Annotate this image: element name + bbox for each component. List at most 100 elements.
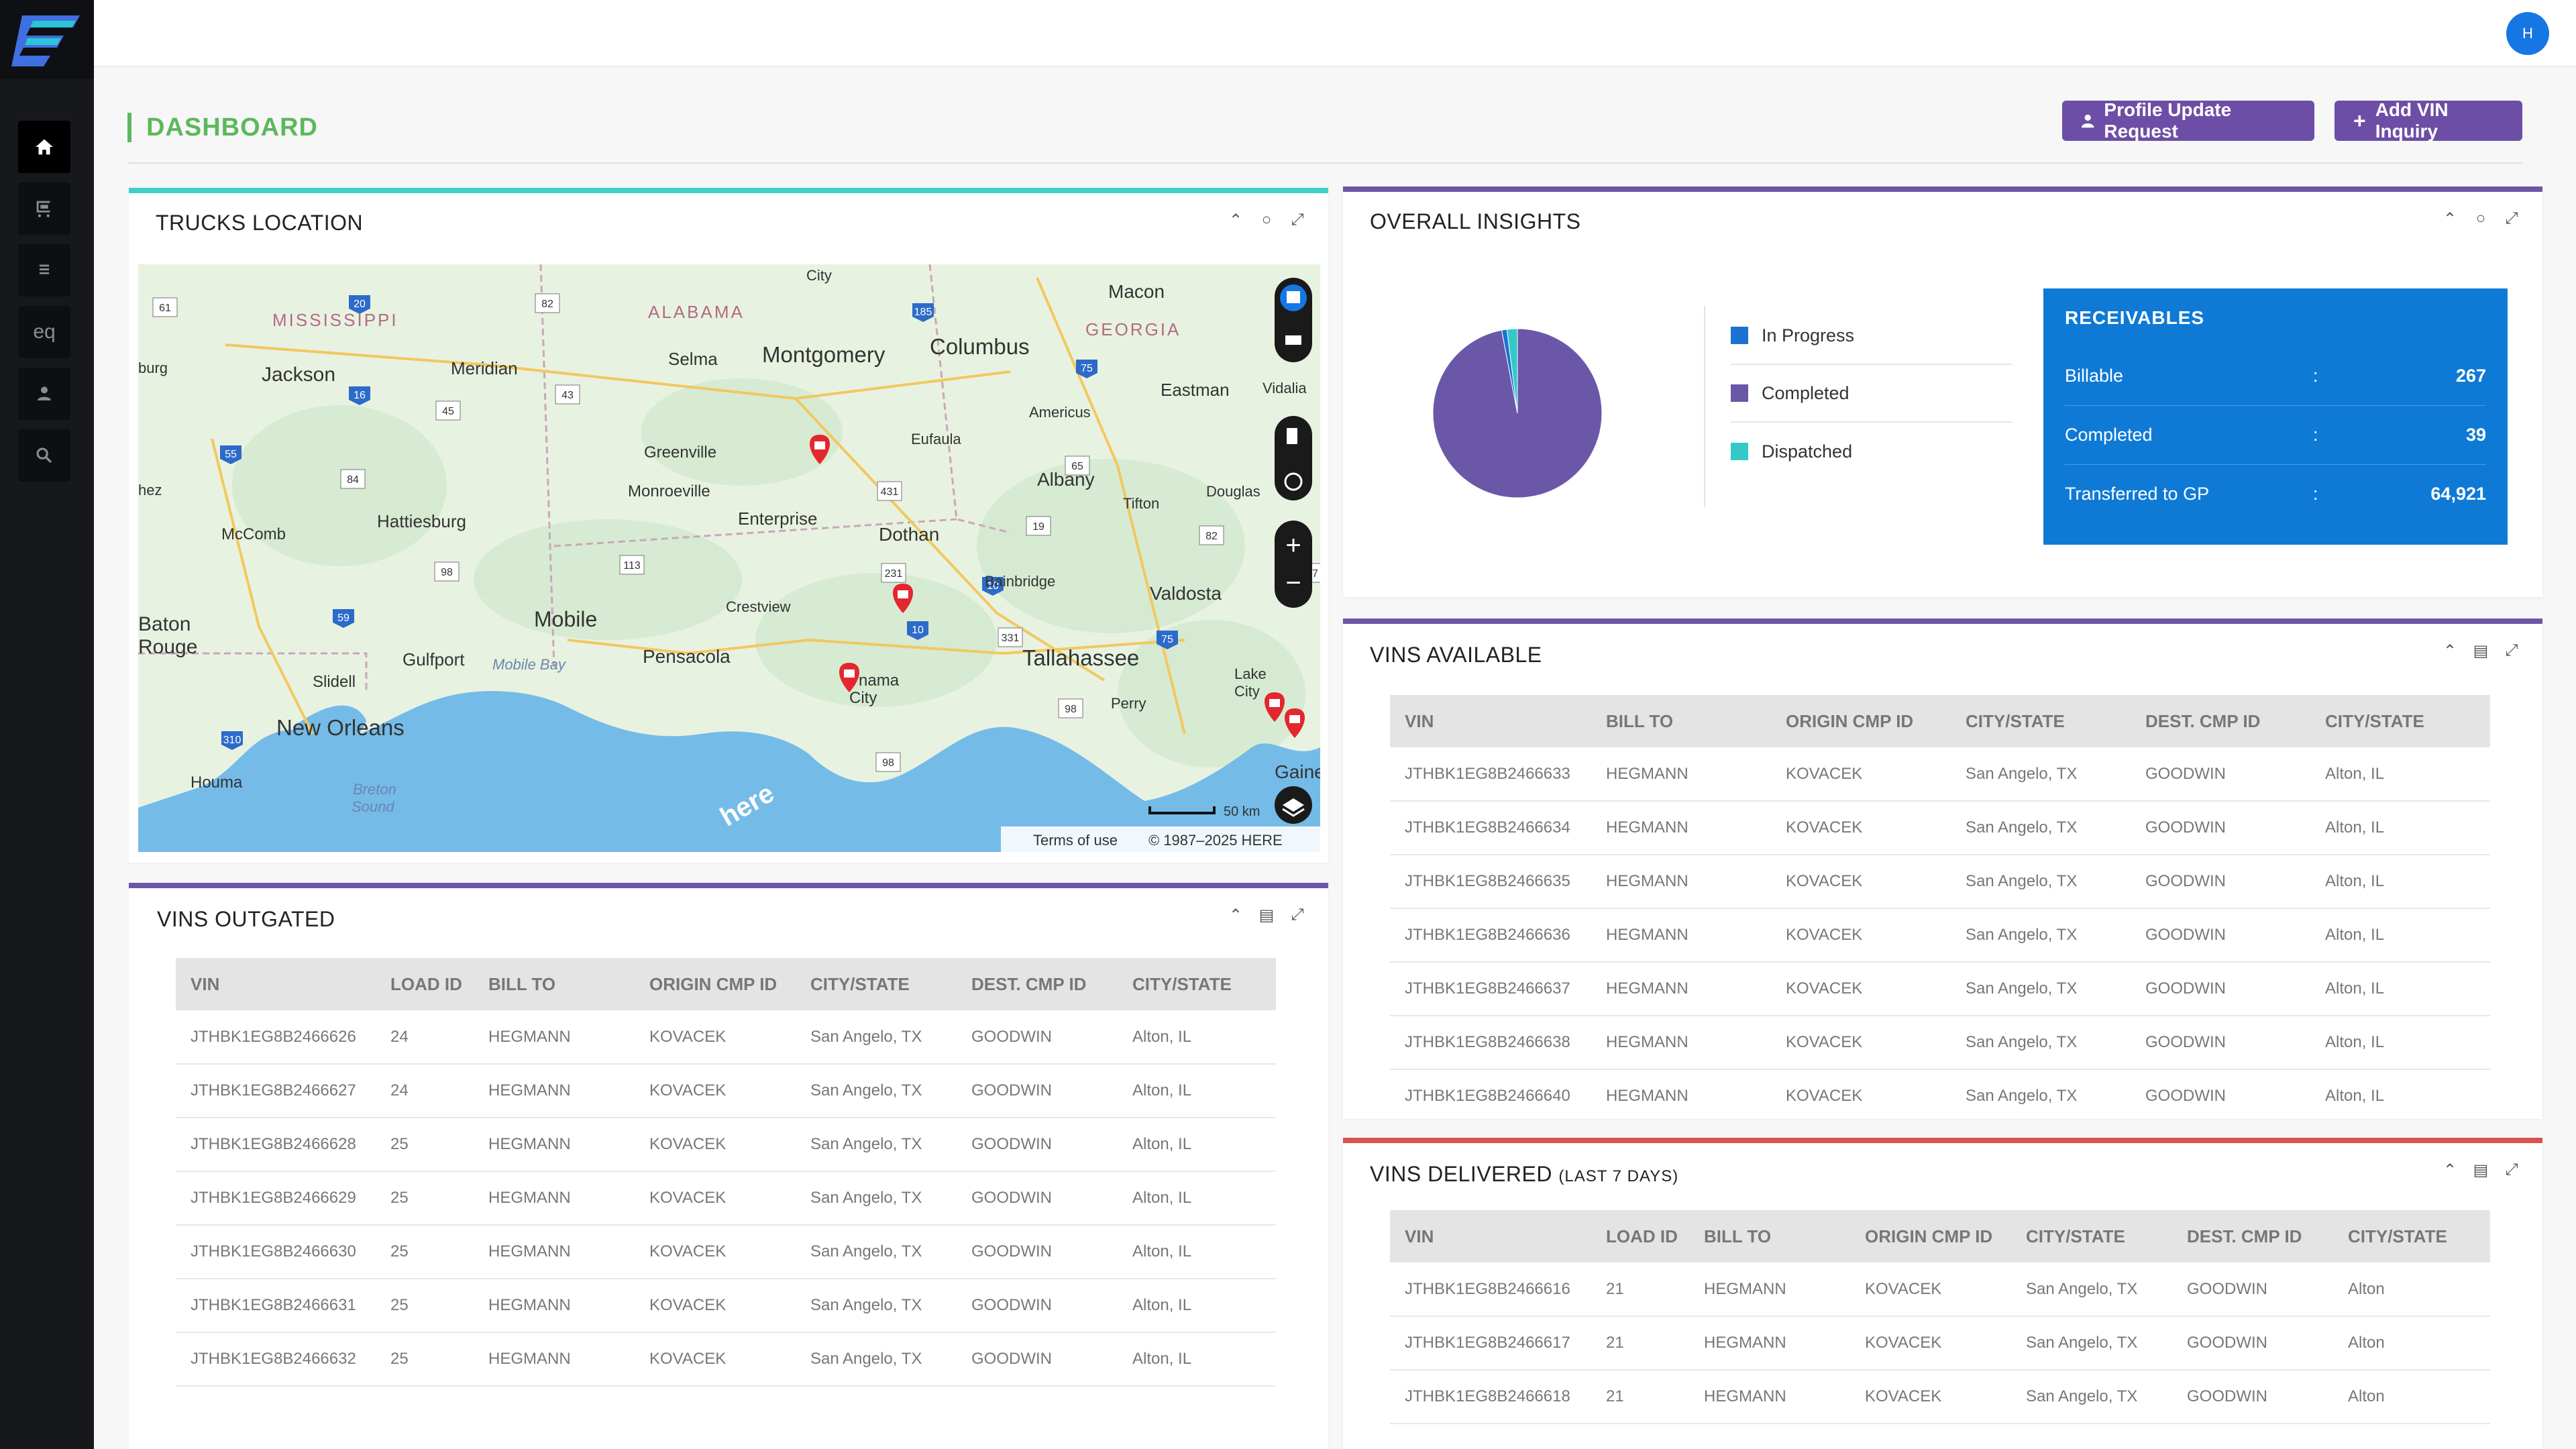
svg-text:Tifton: Tifton: [1123, 495, 1159, 512]
app-logo[interactable]: [0, 0, 94, 79]
table-cell: Alton, IL: [2310, 747, 2490, 802]
add-vin-inquiry-button[interactable]: + Add VIN Inquiry: [2334, 99, 2522, 142]
table-row[interactable]: JTHBK1EG8B2466635 HEGMANN KOVACEK San Angel…: [1390, 855, 2490, 909]
table-row[interactable]: JTHBK1EG8B2466626 24 HEGMANN KOVACEK San Ang…: [176, 1010, 1276, 1065]
table-row[interactable]: JTHBK1EG8B2466618 21 HEGMANN KOVACEK San Ang…: [1390, 1370, 2490, 1424]
map-layer-toggles[interactable]: [1275, 416, 1312, 500]
fuel-icon[interactable]: [1287, 428, 1297, 444]
truck-marker[interactable]: [893, 584, 913, 613]
truck-marker[interactable]: [1265, 692, 1285, 722]
table-row[interactable]: JTHBK1EG8B2466631 25 HEGMANN KOVACEK San Ang…: [176, 1279, 1276, 1333]
table-cell: San Angelo, TX: [2011, 1263, 2172, 1317]
table-cell: 25: [376, 1279, 474, 1333]
column-header[interactable]: VIN: [1390, 1210, 1591, 1263]
pie-slice-completed[interactable]: [1432, 328, 1603, 498]
sidebar-item-list[interactable]: [18, 244, 70, 297]
truck-marker[interactable]: [1285, 708, 1305, 738]
column-header[interactable]: CITY/STATE: [1951, 695, 2131, 747]
column-header[interactable]: CITY/STATE: [796, 958, 957, 1010]
profile-update-button[interactable]: Profile Update Request: [2062, 99, 2314, 142]
vins-delivered-title: VINS DELIVERED (LAST 7 DAYS): [1370, 1162, 1678, 1187]
column-header[interactable]: LOAD ID: [376, 958, 474, 1010]
table-row[interactable]: JTHBK1EG8B2466629 25 HEGMANN KOVACEK San Ang…: [176, 1171, 1276, 1226]
collapse-icon[interactable]: ⌃: [2443, 209, 2457, 228]
weather-icon[interactable]: [1284, 472, 1303, 491]
sidebar-item-home[interactable]: [18, 121, 70, 173]
table-row[interactable]: JTHBK1EG8B2466628 25 HEGMANN KOVACEK San Ang…: [176, 1118, 1276, 1172]
column-header[interactable]: DEST. CMP ID: [957, 958, 1118, 1010]
zoom-in-button[interactable]: +: [1285, 531, 1301, 560]
sidebar-item-cart[interactable]: [18, 182, 70, 235]
column-header[interactable]: VIN: [176, 958, 376, 1010]
table-row[interactable]: JTHBK1EG8B2466638 HEGMANN KOVACEK San Angel…: [1390, 1016, 2490, 1070]
table-row[interactable]: JTHBK1EG8B2466633 HEGMANN KOVACEK San Angel…: [1390, 747, 2490, 802]
table-cell: HEGMANN: [1689, 1263, 1850, 1317]
refresh-icon[interactable]: ○: [2475, 209, 2486, 227]
column-header[interactable]: VIN: [1390, 695, 1591, 747]
export-excel-icon[interactable]: ▤: [1258, 906, 1275, 924]
collapse-icon[interactable]: ⌃: [2443, 1161, 2457, 1179]
table-cell: GOODWIN: [2131, 801, 2310, 855]
table-cell: Alton: [2333, 1316, 2490, 1371]
collapse-icon[interactable]: ⌃: [2443, 641, 2457, 660]
table-cell: 25: [376, 1225, 474, 1279]
table-row[interactable]: JTHBK1EG8B2466632 25 HEGMANN KOVACEK San Ang…: [176, 1332, 1276, 1387]
column-header[interactable]: ORIGIN CMP ID: [635, 958, 796, 1010]
svg-text:Slidell: Slidell: [313, 673, 356, 691]
panel-tools: ⌃ ▤ ⤢: [2442, 641, 2520, 660]
export-excel-icon[interactable]: ▤: [2473, 641, 2489, 660]
sidebar-item-search[interactable]: [18, 429, 70, 482]
svg-text:burg: burg: [138, 360, 168, 376]
user-avatar[interactable]: H: [2506, 12, 2549, 55]
svg-text:MISSISSIPPI: MISSISSIPPI: [272, 310, 398, 330]
truck-marker[interactable]: [810, 435, 830, 464]
sidebar-item-eq[interactable]: eq: [18, 306, 70, 358]
top-bar: H: [94, 0, 2576, 67]
table-row[interactable]: JTHBK1EG8B2466634 HEGMANN KOVACEK San Angel…: [1390, 801, 2490, 855]
table-row[interactable]: JTHBK1EG8B2466627 24 HEGMANN KOVACEK San Ang…: [176, 1064, 1276, 1118]
expand-icon[interactable]: ⤢: [2505, 641, 2518, 659]
receivables-row-transferred: Transferred to GP : 64,921: [2065, 464, 2486, 523]
table-row[interactable]: JTHBK1EG8B2466640 HEGMANN KOVACEK San Angel…: [1390, 1069, 2490, 1119]
column-header[interactable]: BILL TO: [474, 958, 635, 1010]
expand-icon[interactable]: ⤢: [2505, 1161, 2518, 1179]
table-cell: GOODWIN: [957, 1118, 1118, 1172]
column-header[interactable]: ORIGIN CMP ID: [1850, 1210, 2011, 1263]
column-header[interactable]: BILL TO: [1591, 695, 1771, 747]
expand-icon[interactable]: ⤢: [1291, 906, 1304, 924]
terms-of-use-link[interactable]: Terms of use: [1033, 832, 1118, 849]
sidebar-item-user[interactable]: [18, 368, 70, 420]
sidebar: eq: [0, 0, 94, 1449]
table-row[interactable]: JTHBK1EG8B2466637 HEGMANN KOVACEK San Angel…: [1390, 962, 2490, 1016]
column-header[interactable]: ORIGIN CMP ID: [1771, 695, 1951, 747]
table-cell: Alton: [2333, 1370, 2490, 1424]
refresh-icon[interactable]: ○: [1261, 211, 1272, 229]
svg-text:19: 19: [1032, 521, 1044, 533]
column-header[interactable]: CITY/STATE: [2333, 1210, 2490, 1263]
collapse-icon[interactable]: ⌃: [1228, 211, 1243, 229]
lake-pontchartrain: [292, 705, 366, 745]
table-row[interactable]: JTHBK1EG8B2466616 21 HEGMANN KOVACEK San Ang…: [1390, 1263, 2490, 1317]
column-header[interactable]: CITY/STATE: [1118, 958, 1276, 1010]
table-row[interactable]: JTHBK1EG8B2466630 25 HEGMANN KOVACEK San Ang…: [176, 1225, 1276, 1279]
fleet-toggle-icon[interactable]: [1285, 335, 1301, 345]
table-row[interactable]: JTHBK1EG8B2466617 21 HEGMANN KOVACEK San Ang…: [1390, 1316, 2490, 1371]
table-row[interactable]: JTHBK1EG8B2466636 HEGMANN KOVACEK San Angel…: [1390, 908, 2490, 963]
column-header[interactable]: BILL TO: [1689, 1210, 1850, 1263]
expand-icon[interactable]: ⤢: [2505, 209, 2518, 227]
trucks-map[interactable]: 61 82 20 185 75 16 55 45 43 84 65 431 19…: [138, 264, 1320, 852]
truck-marker[interactable]: [839, 663, 859, 692]
zoom-out-button[interactable]: −: [1285, 568, 1301, 598]
column-header[interactable]: LOAD ID: [1591, 1210, 1689, 1263]
column-header[interactable]: CITY/STATE: [2310, 695, 2490, 747]
export-excel-icon[interactable]: ▤: [2473, 1161, 2489, 1179]
expand-icon[interactable]: ⤢: [1291, 211, 1304, 229]
vins-delivered-title-text: VINS DELIVERED: [1370, 1162, 1552, 1186]
column-header[interactable]: CITY/STATE: [2011, 1210, 2172, 1263]
vins-available-panel: VINS AVAILABLE ⌃ ▤ ⤢ VIN BILL TO ORIGIN CM…: [1343, 619, 2542, 1119]
collapse-icon[interactable]: ⌃: [1228, 906, 1243, 924]
receivables-title: RECEIVABLES: [2065, 307, 2205, 328]
column-header[interactable]: DEST. CMP ID: [2131, 695, 2310, 747]
svg-text:Montgomery: Montgomery: [762, 342, 885, 367]
column-header[interactable]: DEST. CMP ID: [2172, 1210, 2333, 1263]
